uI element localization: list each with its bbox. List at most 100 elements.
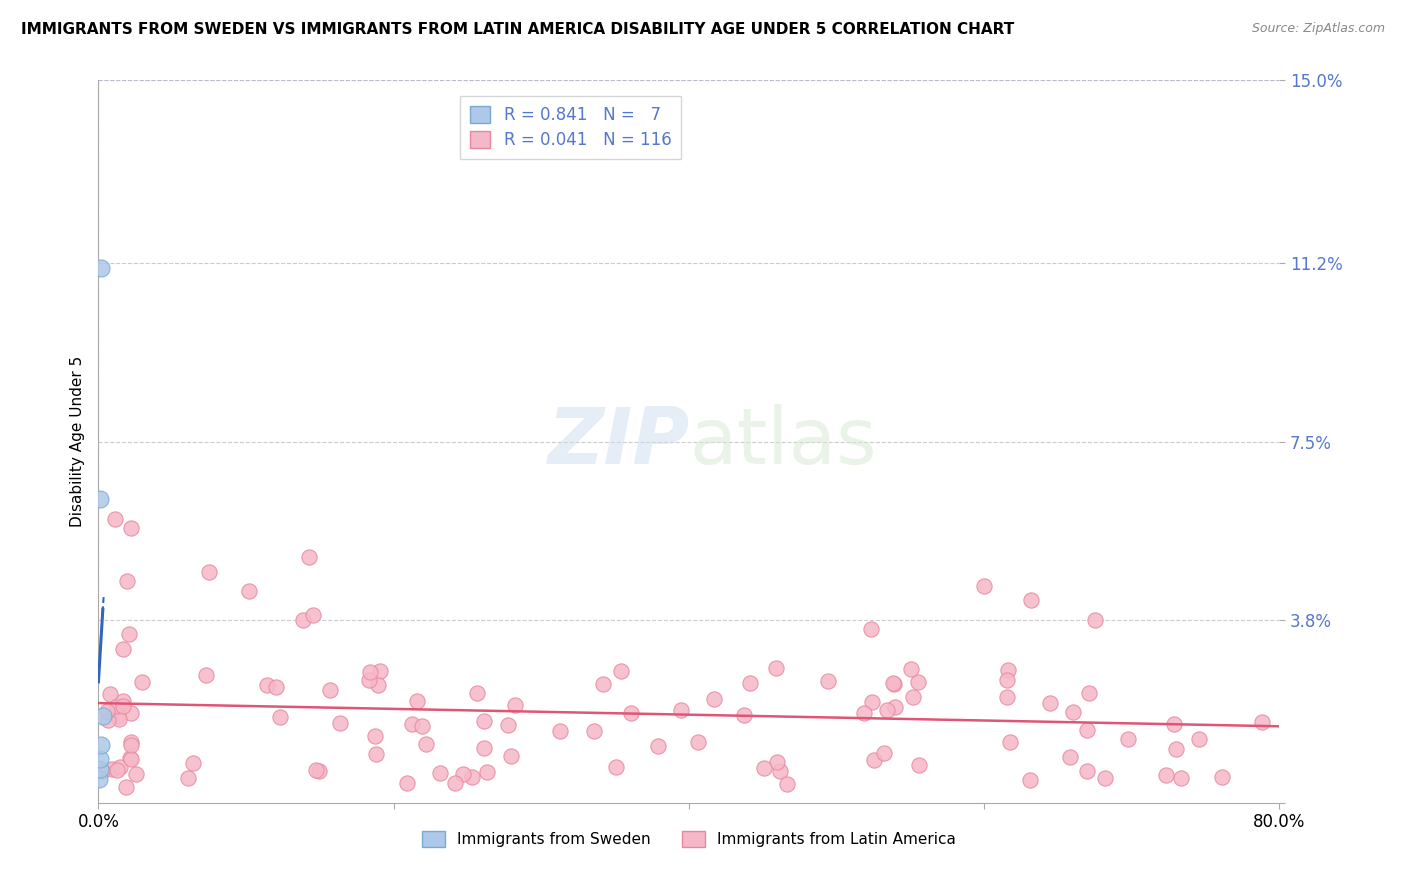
Point xyxy=(131,674,153,689)
Point xyxy=(177,771,200,785)
Point xyxy=(873,747,896,761)
Point xyxy=(401,717,423,731)
Point xyxy=(472,741,495,756)
Point xyxy=(997,663,1019,677)
Point xyxy=(120,735,142,749)
Point xyxy=(89,772,111,786)
Point xyxy=(360,665,382,679)
Point xyxy=(1211,771,1233,785)
Point xyxy=(467,685,489,699)
Point xyxy=(105,764,128,778)
Point xyxy=(120,706,142,720)
Point xyxy=(125,767,148,781)
Point xyxy=(269,710,291,724)
Point xyxy=(1170,771,1192,785)
Point xyxy=(766,755,789,769)
Point xyxy=(477,765,499,780)
Point xyxy=(883,699,905,714)
Point xyxy=(853,706,876,720)
Point xyxy=(605,760,627,774)
Point xyxy=(308,764,330,778)
Point xyxy=(754,761,776,775)
Point xyxy=(256,678,278,692)
Point xyxy=(876,703,898,717)
Point xyxy=(1188,732,1211,747)
Text: Source: ZipAtlas.com: Source: ZipAtlas.com xyxy=(1251,22,1385,36)
Point xyxy=(103,511,125,525)
Point xyxy=(776,776,799,790)
Point xyxy=(862,695,884,709)
Point xyxy=(901,690,924,704)
Point xyxy=(1084,613,1107,627)
Point xyxy=(364,747,387,761)
Point xyxy=(688,735,710,749)
Point xyxy=(1019,773,1042,788)
Point xyxy=(118,627,141,641)
Point xyxy=(194,668,217,682)
Point xyxy=(1039,696,1062,710)
Point xyxy=(415,737,437,751)
Text: IMMIGRANTS FROM SWEDEN VS IMMIGRANTS FROM LATIN AMERICA DISABILITY AGE UNDER 5 C: IMMIGRANTS FROM SWEDEN VS IMMIGRANTS FRO… xyxy=(21,22,1014,37)
Point xyxy=(97,713,120,727)
Point xyxy=(620,706,643,720)
Point xyxy=(429,766,451,780)
Point xyxy=(863,753,886,767)
Point xyxy=(703,692,725,706)
Point xyxy=(111,699,134,714)
Point xyxy=(118,751,141,765)
Point xyxy=(733,707,755,722)
Point xyxy=(89,762,111,776)
Point xyxy=(817,674,839,689)
Point xyxy=(1166,742,1188,756)
Point xyxy=(1078,686,1101,700)
Point xyxy=(907,675,929,690)
Point xyxy=(451,767,474,781)
Point xyxy=(995,673,1018,687)
Point xyxy=(1094,771,1116,785)
Point xyxy=(302,607,325,622)
Point xyxy=(364,729,387,743)
Point xyxy=(105,698,128,713)
Point xyxy=(769,764,792,779)
Point xyxy=(305,763,328,777)
Point xyxy=(264,681,287,695)
Point xyxy=(765,661,787,675)
Point xyxy=(860,623,883,637)
Point xyxy=(1116,732,1139,747)
Point xyxy=(115,780,138,795)
Point xyxy=(238,583,260,598)
Point xyxy=(907,757,929,772)
Point xyxy=(319,682,342,697)
Legend: Immigrants from Sweden, Immigrants from Latin America: Immigrants from Sweden, Immigrants from … xyxy=(416,825,962,853)
Point xyxy=(472,714,495,729)
Point xyxy=(181,756,204,770)
Point xyxy=(91,764,114,778)
Point xyxy=(501,748,523,763)
Point xyxy=(592,676,614,690)
Point xyxy=(997,690,1019,705)
Point xyxy=(292,613,315,627)
Point xyxy=(90,738,112,752)
Point xyxy=(882,676,904,690)
Point xyxy=(329,716,352,731)
Point xyxy=(610,664,633,678)
Point xyxy=(367,678,389,692)
Point xyxy=(107,712,129,726)
Text: ZIP: ZIP xyxy=(547,403,689,480)
Point xyxy=(1163,716,1185,731)
Point xyxy=(107,708,129,723)
Point xyxy=(115,574,138,589)
Point xyxy=(669,703,692,717)
Point xyxy=(900,662,922,676)
Point xyxy=(583,723,606,738)
Point xyxy=(1076,764,1098,779)
Point xyxy=(121,521,143,535)
Point xyxy=(98,687,121,701)
Point xyxy=(89,492,111,507)
Point xyxy=(1059,750,1081,764)
Point xyxy=(101,762,124,776)
Point xyxy=(395,776,418,790)
Point xyxy=(405,693,427,707)
Point xyxy=(197,565,219,579)
Point xyxy=(1251,714,1274,729)
